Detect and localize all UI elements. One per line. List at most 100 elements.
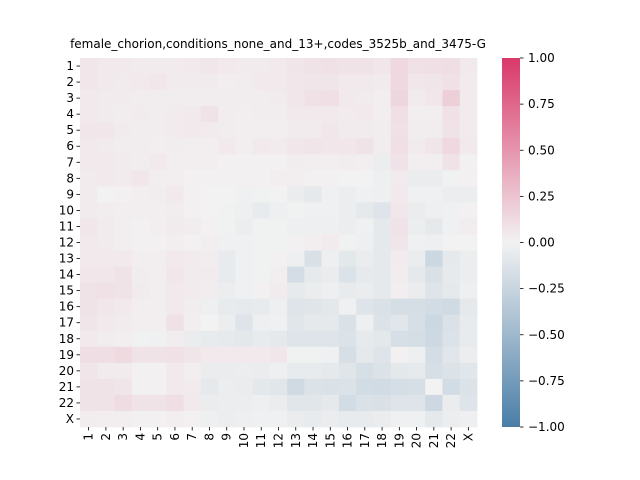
heatmap-cell xyxy=(373,298,392,316)
heatmap-cell xyxy=(166,186,184,203)
heatmap-cell xyxy=(149,314,167,332)
heatmap-cell xyxy=(356,90,374,107)
heatmap-cell xyxy=(407,410,426,428)
heatmap-cell xyxy=(200,218,219,235)
x-axis: 1 2 3 4 5 6 7 8 9 10 11 12 13 14 15 16 17 18 19 20 21 22 X xyxy=(82,427,475,448)
heatmap-cell xyxy=(269,218,288,235)
heatmap-cell xyxy=(407,282,426,300)
heatmap-cell xyxy=(166,346,184,364)
heatmap-cell xyxy=(287,154,305,171)
heatmap-cell xyxy=(338,138,357,155)
heatmap-cell xyxy=(425,266,443,284)
heatmap-cell xyxy=(321,362,340,380)
heatmap-cell xyxy=(235,74,254,91)
heatmap-cell xyxy=(235,202,254,219)
heatmap-cell xyxy=(338,74,357,91)
heatmap-cell xyxy=(356,138,374,155)
heatmap-cell xyxy=(269,378,288,396)
heatmap-cell xyxy=(304,410,323,428)
heatmap-cell xyxy=(321,234,340,251)
y-tick-label: 15 xyxy=(59,284,74,298)
heatmap-cell xyxy=(183,58,202,75)
heatmap-cell xyxy=(338,234,357,251)
y-tick-label: 18 xyxy=(59,332,74,346)
heatmap-cell xyxy=(373,282,392,300)
heatmap-cell xyxy=(166,394,184,412)
y-tick-label: 12 xyxy=(59,236,74,250)
heatmap-cell xyxy=(407,266,426,284)
x-tick-label: 13 xyxy=(289,433,303,448)
heatmap-cell xyxy=(425,298,443,316)
heatmap-cell xyxy=(149,298,167,316)
heatmap-cell xyxy=(235,170,254,187)
heatmap-cell xyxy=(459,346,478,364)
x-tick-label: 21 xyxy=(427,433,441,448)
y-tick-label: 20 xyxy=(59,364,74,378)
heatmap-cell xyxy=(97,346,115,364)
heatmap-cell xyxy=(304,298,323,316)
heatmap-cell xyxy=(183,90,202,107)
heatmap-cell xyxy=(149,154,167,171)
heatmap-cell xyxy=(200,298,219,316)
heatmap-cell xyxy=(407,250,426,267)
heatmap-cell xyxy=(373,266,392,284)
heatmap-cell xyxy=(114,170,133,187)
heatmap-cell xyxy=(459,234,478,251)
heatmap-cell xyxy=(442,378,461,396)
heatmap-cell xyxy=(235,266,254,284)
heatmap-cell xyxy=(338,170,357,187)
heatmap-cell xyxy=(97,106,115,123)
heatmap-cell xyxy=(218,330,236,348)
heatmap-cell xyxy=(425,346,443,364)
heatmap-cell xyxy=(269,74,288,91)
heatmap-cell xyxy=(287,362,305,380)
heatmap-cell xyxy=(321,186,340,203)
heatmap-cell xyxy=(269,282,288,300)
heatmap-cell xyxy=(80,378,98,396)
heatmap-cell xyxy=(97,74,115,91)
heatmap-cell xyxy=(131,218,150,235)
heatmap-cell xyxy=(131,314,150,332)
heatmap-cell xyxy=(425,218,443,235)
heatmap-cell xyxy=(425,314,443,332)
heatmap-cell xyxy=(114,410,133,428)
y-tick-label: 4 xyxy=(66,107,74,121)
heatmap-cell xyxy=(252,218,271,235)
heatmap-cell xyxy=(149,122,167,139)
heatmap-cell xyxy=(442,138,461,155)
heatmap-cell xyxy=(166,154,184,171)
heatmap-cell xyxy=(373,106,392,123)
heatmap-cell xyxy=(407,298,426,316)
heatmap-cell xyxy=(304,90,323,107)
heatmap-cell xyxy=(80,362,98,380)
y-tick-label: X xyxy=(66,412,74,426)
heatmap-cell xyxy=(252,122,271,139)
heatmap-cell xyxy=(373,378,392,396)
heatmap-cell xyxy=(442,170,461,187)
heatmap-cell xyxy=(252,282,271,300)
heatmap-cell xyxy=(218,346,236,364)
heatmap-cell xyxy=(218,266,236,284)
heatmap-cell xyxy=(442,314,461,332)
heatmap-cell xyxy=(390,202,409,219)
heatmap-cell xyxy=(459,186,478,203)
heatmap-cell xyxy=(356,346,374,364)
heatmap-cell xyxy=(200,74,219,91)
heatmap-cell xyxy=(114,218,133,235)
heatmap-cell xyxy=(425,170,443,187)
heatmap-cell xyxy=(235,410,254,428)
y-tick-label: 10 xyxy=(59,203,74,217)
heatmap-cell xyxy=(356,266,374,284)
heatmap-cell xyxy=(131,330,150,348)
heatmap-cell xyxy=(131,122,150,139)
heatmap-cell xyxy=(287,266,305,284)
heatmap-cell xyxy=(80,90,98,107)
heatmap-cell xyxy=(97,362,115,380)
y-tick-label: 5 xyxy=(66,123,74,137)
heatmap-cell xyxy=(338,314,357,332)
heatmap-cell xyxy=(235,154,254,171)
colorbar-tick-label: −0.75 xyxy=(528,374,565,388)
heatmap-cell xyxy=(235,90,254,107)
heatmap-cell xyxy=(338,58,357,75)
heatmap-cell xyxy=(252,90,271,107)
